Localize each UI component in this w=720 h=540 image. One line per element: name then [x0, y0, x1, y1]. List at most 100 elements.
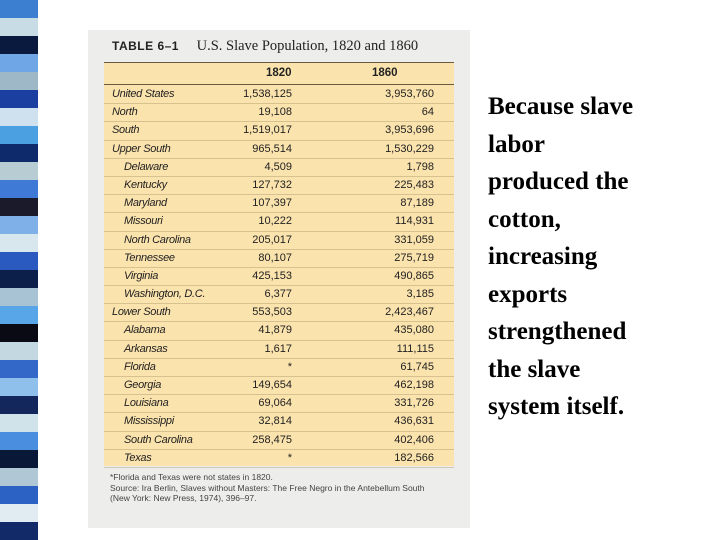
table-row: Texas * 182,566 — [104, 450, 454, 468]
cell-1860: 225,483 — [394, 178, 434, 191]
header-rule — [104, 84, 454, 85]
stripe-block — [0, 72, 38, 90]
table-row: Kentucky 127,732 225,483 — [104, 177, 454, 196]
table-body: United States 1,538,125 3,953,760 North 19,1… — [104, 86, 454, 468]
table-row: Louisiana 69,064 331,726 — [104, 395, 454, 414]
row-label: South — [112, 124, 140, 137]
stripe-block — [0, 36, 38, 54]
cell-1820: 553,503 — [252, 306, 292, 319]
body-text-line: cotton, — [488, 205, 561, 233]
stripe-block — [0, 270, 38, 288]
table-row: North Carolina 205,017 331,059 — [104, 232, 454, 250]
table-row: North 19,108 64 — [104, 104, 454, 123]
stripe-block — [0, 252, 38, 270]
cell-1860: 3,953,696 — [385, 124, 434, 137]
stripe-block — [0, 324, 38, 342]
cell-1860: 331,059 — [394, 233, 434, 246]
cell-1820: * — [287, 451, 292, 464]
stripe-block — [0, 180, 38, 198]
cell-1860: 402,406 — [394, 433, 434, 446]
body-text-line: Because slave — [488, 93, 634, 120]
stripe-block — [0, 504, 38, 522]
source-line: Source: Ira Berlin, Slaves without Maste… — [110, 482, 425, 493]
row-label: North Carolina — [124, 233, 191, 246]
stripe-block — [0, 288, 38, 306]
column-header-1820: 1820 — [266, 67, 292, 79]
table-row: Tennessee 80,107 275,719 — [104, 250, 454, 268]
row-label: Missouri — [124, 215, 163, 228]
table-row: Missouri 10,222 114,931 — [104, 213, 454, 232]
stripe-block — [0, 468, 38, 486]
cell-1820: 965,514 — [252, 142, 292, 155]
cell-1860: 490,865 — [394, 269, 434, 282]
stripe-block — [0, 126, 38, 144]
stripe-block — [0, 486, 38, 504]
table-row: Washington, D.C. 6,377 3,185 — [104, 286, 454, 305]
row-label: Upper South — [112, 142, 171, 155]
cell-1820: 149,654 — [252, 379, 292, 391]
cell-1820: 127,732 — [252, 178, 292, 191]
cell-1860: 3,185 — [406, 288, 434, 301]
table-row: South 1,519,017 3,953,696 — [104, 122, 454, 141]
row-label: Kentucky — [124, 178, 167, 191]
table-row: South Carolina 258,475 402,406 — [104, 432, 454, 450]
stripe-block — [0, 144, 38, 162]
row-label: Arkansas — [124, 342, 168, 355]
cell-1820: 69,064 — [258, 397, 292, 410]
stripe-block — [0, 216, 38, 234]
row-label: Mississippi — [124, 415, 174, 428]
cell-1820: 10,222 — [258, 215, 292, 228]
row-label: Texas — [124, 451, 152, 464]
stripe-block — [0, 0, 38, 18]
table-title: TABLE 6–1 U.S. Slave Population, 1820 an… — [112, 38, 452, 56]
cell-1860: 61,745 — [400, 360, 434, 373]
cell-1860: 275,719 — [394, 251, 434, 264]
row-label: Virginia — [124, 269, 159, 282]
stripe-block — [0, 450, 38, 468]
stripe-block — [0, 414, 38, 432]
cell-1820: 80,107 — [258, 251, 292, 264]
cell-1860: 3,953,760 — [385, 88, 434, 100]
top-rule — [104, 62, 454, 63]
slide-body-text: Because slave labor produced the cotton, inc… — [488, 88, 708, 426]
cell-1860: 1,798 — [406, 160, 434, 173]
row-label: North — [112, 106, 138, 119]
stripe-block — [0, 108, 38, 126]
body-text-line: increasing — [488, 243, 598, 270]
cell-1860: 462,198 — [394, 379, 434, 391]
row-label: Washington, D.C. — [124, 288, 206, 301]
cell-1820: 1,617 — [264, 342, 292, 355]
footnote-line: *Florida and Texas were not states in 18… — [110, 472, 273, 482]
table-row: Alabama 41,879 435,080 — [104, 322, 454, 341]
stripe-block — [0, 306, 38, 324]
stripe-block — [0, 54, 38, 72]
cell-1820: 258,475 — [252, 433, 292, 446]
table-number: TABLE 6–1 — [112, 39, 179, 53]
stripe-block — [0, 360, 38, 378]
cell-1860: 435,080 — [394, 324, 434, 337]
cell-1860: 436,631 — [394, 415, 434, 428]
stripe-block — [0, 432, 38, 450]
body-text-line: produced the — [488, 168, 629, 195]
cell-1820: 6,377 — [264, 288, 292, 301]
row-label: Delaware — [124, 160, 169, 173]
table-row: Arkansas 1,617 111,115 — [104, 341, 454, 359]
cell-1820: 32,814 — [258, 415, 292, 428]
table-row: United States 1,538,125 3,953,760 — [104, 86, 454, 105]
cell-1820: 425,153 — [252, 269, 292, 282]
cell-1820: 1,519,017 — [243, 124, 292, 137]
row-label: Alabama — [124, 324, 166, 337]
cell-1860: 114,931 — [395, 215, 434, 228]
body-text-line: labor — [488, 130, 545, 158]
decorative-stripe — [0, 0, 38, 540]
cell-1820: 4,509 — [264, 160, 292, 173]
cell-1860: 182,566 — [394, 451, 434, 464]
row-label: Georgia — [124, 379, 162, 391]
cell-1860: 64 — [421, 106, 434, 119]
stripe-block — [0, 342, 38, 360]
cell-1820: 41,879 — [258, 324, 292, 337]
stripe-block — [0, 198, 38, 216]
column-header-1860: 1860 — [372, 67, 398, 79]
row-label: Florida — [124, 360, 156, 373]
cell-1860: 331,726 — [394, 397, 434, 410]
